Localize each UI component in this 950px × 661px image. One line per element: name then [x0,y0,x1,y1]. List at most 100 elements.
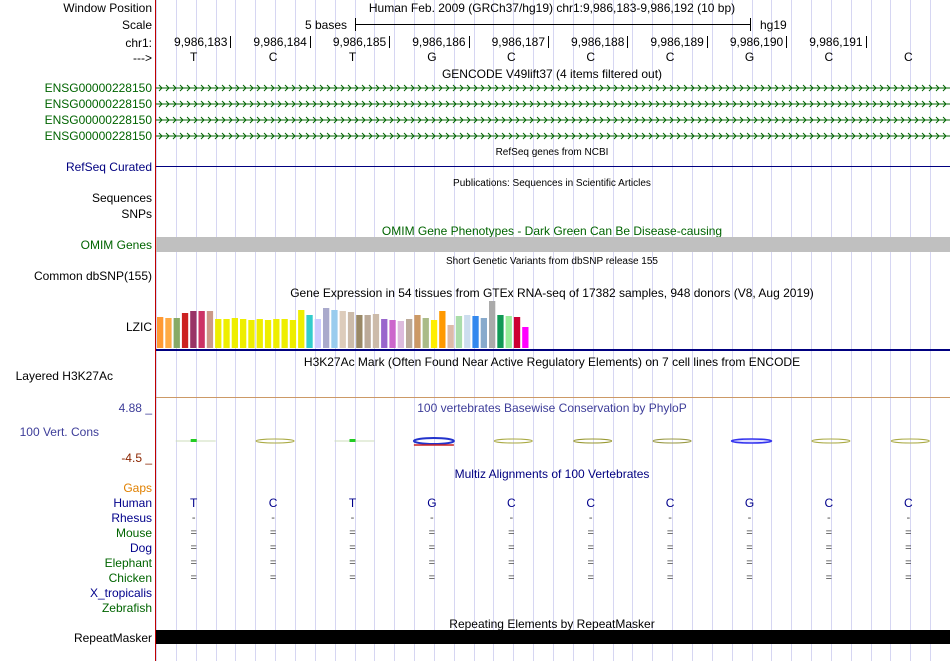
gencode-strand-chevron [613,84,618,92]
gtex-tissue-bar[interactable] [480,318,487,348]
gtex-tissue-bar[interactable] [281,319,288,348]
gencode-item-3[interactable]: ENSG00000228150 [44,113,152,127]
gencode-strand-chevron [536,132,541,140]
gtex-tissue-bar[interactable] [439,311,446,348]
gtex-tissue-bar[interactable] [240,319,247,348]
gtex-tissue-bar[interactable] [472,316,479,348]
gtex-tissue-bar[interactable] [231,318,238,348]
gencode-strand-chevron [823,100,828,108]
gtex-gene-label[interactable]: LZIC [125,320,152,334]
gencode-strand-chevron [235,116,240,124]
gtex-bar-chart[interactable] [156,298,556,350]
gtex-tissue-bar[interactable] [206,311,214,348]
gtex-tissue-bar[interactable] [414,315,421,348]
gtex-tissue-bar[interactable] [198,311,205,348]
phylop-signal[interactable] [156,430,950,452]
species-chicken[interactable]: Chicken [108,571,152,585]
species-elephant[interactable]: Elephant [104,556,152,570]
gencode-strand-chevron [774,132,779,140]
gtex-tissue-bar[interactable] [190,311,197,348]
gtex-tissue-bar[interactable] [314,319,321,348]
gtex-tissue-bar[interactable] [223,319,230,348]
gtex-tissue-bar[interactable] [406,319,413,348]
gtex-tissue-bar[interactable] [522,327,529,348]
gtex-tissue-bar[interactable] [289,320,297,348]
gtex-tissue-bar[interactable] [181,313,189,348]
h3k27ac-signal-line[interactable] [156,397,950,398]
gencode-item-2[interactable]: ENSG00000228150 [44,97,152,111]
snps-label[interactable]: SNPs [121,207,152,221]
gtex-tissue-bar[interactable] [372,314,380,348]
gtex-tissue-bar[interactable] [165,318,172,348]
gencode-strand-chevron [312,132,317,140]
repeatmasker-bar[interactable] [156,630,950,644]
gtex-tissue-bar[interactable] [397,321,404,348]
gencode-strand-chevron [193,116,198,124]
gtex-tissue-bar[interactable] [331,310,338,348]
gtex-tissue-bar[interactable] [298,310,305,348]
gencode-strand-chevron [347,100,352,108]
sequences-label[interactable]: Sequences [91,191,152,205]
gtex-tissue-bar[interactable] [306,315,313,348]
gencode-strand-chevron [718,100,723,108]
strand-toggle[interactable]: ---> [133,51,152,65]
gtex-tissue-bar[interactable] [157,317,164,348]
gencode-strand-chevron [872,84,877,92]
alignment-base-chicken: = [587,572,594,584]
gtex-tissue-bar[interactable] [430,320,438,348]
gencode-item-4[interactable]: ENSG00000228150 [44,129,152,143]
cons-label[interactable]: 100 Vert. Cons [19,425,99,439]
gencode-strand-chevron [711,116,716,124]
gencode-strand-chevron [886,100,891,108]
dbsnp-label[interactable]: Common dbSNP(155) [33,269,152,283]
refseq-label[interactable]: RefSeq Curated [65,160,152,174]
gtex-tissue-bar[interactable] [273,319,280,348]
gtex-tissue-bar[interactable] [422,318,429,348]
gtex-tissue-bar[interactable] [497,315,504,348]
gtex-tissue-bar[interactable] [489,301,496,348]
ruler-base: G [744,50,755,64]
species-human[interactable]: Human [113,496,152,510]
gtex-tissue-bar[interactable] [215,319,222,348]
gencode-strand-chevron [879,84,884,92]
gtex-tissue-bar[interactable] [264,320,272,348]
gtex-tissue-bar[interactable] [447,325,454,348]
gencode-strand-chevron [228,116,233,124]
gtex-tissue-bar[interactable] [464,315,471,348]
h3k27ac-label[interactable]: Layered H3K27Ac [15,369,113,383]
gtex-tissue-bar[interactable] [389,320,396,348]
gtex-tissue-bar[interactable] [256,319,263,348]
gtex-tissue-bar[interactable] [248,320,255,348]
species-rhesus[interactable]: Rhesus [111,511,152,525]
gencode-strand-chevron [536,100,541,108]
gtex-tissue-bar[interactable] [364,315,371,348]
gencode-transcripts[interactable] [156,80,950,144]
refseq-line[interactable] [156,166,950,167]
gtex-tissue-bar[interactable] [339,311,346,348]
gtex-tissue-bar[interactable] [455,316,463,348]
gtex-tissue-bar[interactable] [513,317,521,348]
species-zebrafish[interactable]: Zebrafish [101,601,152,615]
ruler-tick [389,36,391,48]
alignment-base-human: G [427,496,437,510]
gencode-strand-chevron [186,116,191,124]
gtex-tissue-bar[interactable] [381,319,388,348]
alignment-base-human: C [506,496,516,510]
gencode-item-1[interactable]: ENSG00000228150 [44,81,152,95]
species-dog[interactable]: Dog [129,541,152,555]
chrom-label: chr1: [125,36,152,50]
gtex-tissue-bar[interactable] [356,315,363,348]
species-xtropicalis[interactable]: X_tropicalis [89,586,152,600]
omim-label[interactable]: OMIM Genes [80,238,152,252]
gencode-strand-chevron [333,116,338,124]
omim-bar[interactable] [156,237,950,252]
gencode-strand-chevron [256,132,261,140]
species-mouse[interactable]: Mouse [115,526,152,540]
gtex-tissue-bar[interactable] [347,312,355,348]
gencode-strand-chevron [802,84,807,92]
gtex-tissue-bar[interactable] [323,308,330,348]
gencode-strand-chevron [823,84,828,92]
repeatmasker-label[interactable]: RepeatMasker [73,631,152,645]
gtex-tissue-bar[interactable] [505,316,512,348]
gtex-tissue-bar[interactable] [173,318,180,348]
